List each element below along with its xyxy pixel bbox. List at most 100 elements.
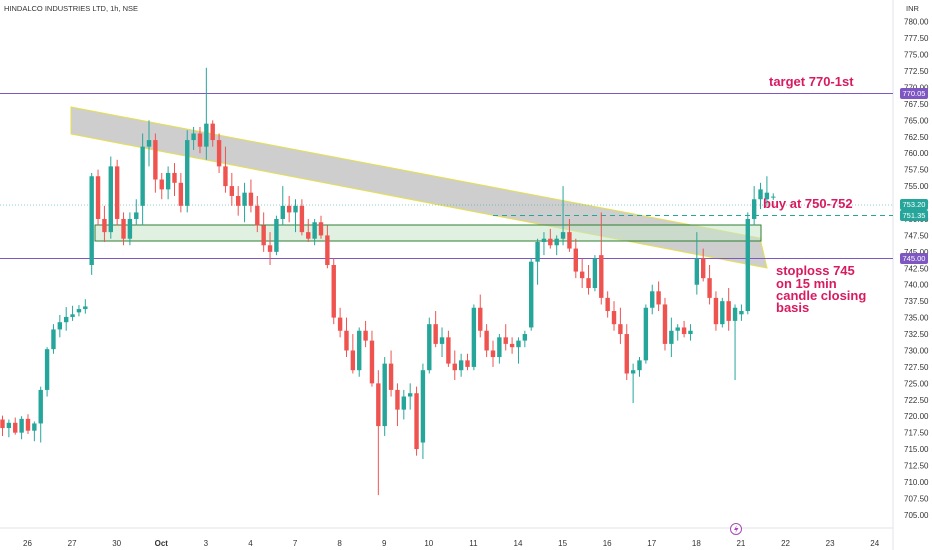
candle <box>579 258 585 289</box>
candle-body <box>210 123 215 141</box>
candle <box>382 357 387 436</box>
candle <box>567 218 572 252</box>
candle-body <box>522 334 528 341</box>
candle-body <box>535 241 540 262</box>
candle-body <box>64 316 69 323</box>
candle-body <box>114 166 120 219</box>
y-tick-label: 705.00 <box>904 511 929 520</box>
candle-body <box>490 350 496 358</box>
candle <box>535 238 540 285</box>
candle <box>25 414 31 434</box>
candle <box>458 353 464 377</box>
y-tick-label: 717.50 <box>904 429 929 438</box>
candle <box>560 186 566 246</box>
x-tick-label: 15 <box>558 539 567 548</box>
candle-body <box>497 337 502 358</box>
y-tick-label: 707.50 <box>904 494 929 503</box>
candle <box>439 327 445 358</box>
candle-body <box>127 218 133 239</box>
flash-icon[interactable] <box>730 523 742 535</box>
buy-zone-box <box>94 224 762 242</box>
stoploss-annotation-line3: candle closing <box>776 288 866 303</box>
candle-body <box>669 330 674 344</box>
candle <box>433 311 438 348</box>
candle <box>465 353 470 371</box>
candle-body <box>771 196 776 198</box>
candle <box>497 334 502 364</box>
candle-body <box>25 418 31 431</box>
x-tick-label: 10 <box>424 539 433 548</box>
y-tick-label: 765.00 <box>904 116 929 125</box>
candle <box>681 320 687 338</box>
level-label-753: 753.20 <box>900 199 928 210</box>
candle-body <box>357 330 362 371</box>
y-tick-label: 742.50 <box>904 264 929 273</box>
candle <box>267 232 273 265</box>
x-tick-label: 24 <box>870 539 879 548</box>
x-tick-label: 8 <box>337 539 342 548</box>
candle <box>751 186 757 226</box>
candle <box>605 291 610 318</box>
x-tick-label: 7 <box>293 539 298 548</box>
candle-body <box>134 212 139 219</box>
candle-body <box>248 192 254 206</box>
candle-body <box>102 218 107 233</box>
candle-body <box>592 258 598 289</box>
y-tick-label: 710.00 <box>904 478 929 487</box>
candle-body <box>235 195 241 206</box>
candle <box>573 238 578 279</box>
candle-body <box>509 343 515 348</box>
y-tick-label: 777.50 <box>904 34 929 43</box>
candle <box>153 133 158 193</box>
candle-body <box>484 330 489 351</box>
candle-body <box>503 337 508 344</box>
candle <box>388 350 394 397</box>
level-label-745: 745.00 <box>900 253 928 264</box>
candle <box>713 291 719 331</box>
candle <box>95 169 101 226</box>
x-tick-label: Oct <box>155 539 169 548</box>
candle <box>102 205 107 242</box>
candle-body <box>624 334 629 374</box>
candle <box>771 193 776 200</box>
candle <box>178 172 184 213</box>
candle <box>529 258 534 331</box>
candle-body <box>121 218 126 239</box>
candle <box>758 182 763 210</box>
svg-text:770.05: 770.05 <box>903 89 926 98</box>
x-tick-label: 17 <box>647 539 656 548</box>
candle <box>490 340 496 367</box>
candle-body <box>369 340 375 384</box>
candle-body <box>172 172 177 183</box>
candle-body <box>732 307 738 321</box>
candle <box>89 172 94 275</box>
candle-body <box>191 133 196 141</box>
candle-body <box>159 179 164 190</box>
y-tick-label: 772.50 <box>904 67 929 76</box>
stoploss-annotation-line2: on 15 min <box>776 276 837 291</box>
candle-body <box>560 232 566 239</box>
candle <box>76 305 82 317</box>
candle <box>337 307 343 338</box>
candle <box>630 363 636 404</box>
x-tick-label: 11 <box>469 539 478 548</box>
candle <box>376 370 381 496</box>
candle-body <box>363 330 368 341</box>
candle <box>420 363 426 459</box>
candle-body <box>701 258 706 279</box>
candle-body <box>688 330 693 335</box>
candle <box>127 212 133 246</box>
candle <box>427 317 432 374</box>
x-tick-label: 9 <box>382 539 387 548</box>
candle-body <box>286 205 292 213</box>
candle <box>675 324 680 341</box>
candle <box>720 297 725 328</box>
y-tick-label: 712.50 <box>904 462 929 471</box>
candle-body <box>694 258 700 285</box>
candle <box>6 419 12 438</box>
candle <box>114 159 120 226</box>
level-label-770: 770.05 <box>900 88 928 99</box>
candle-body <box>280 205 285 219</box>
x-tick-label: 3 <box>204 539 209 548</box>
